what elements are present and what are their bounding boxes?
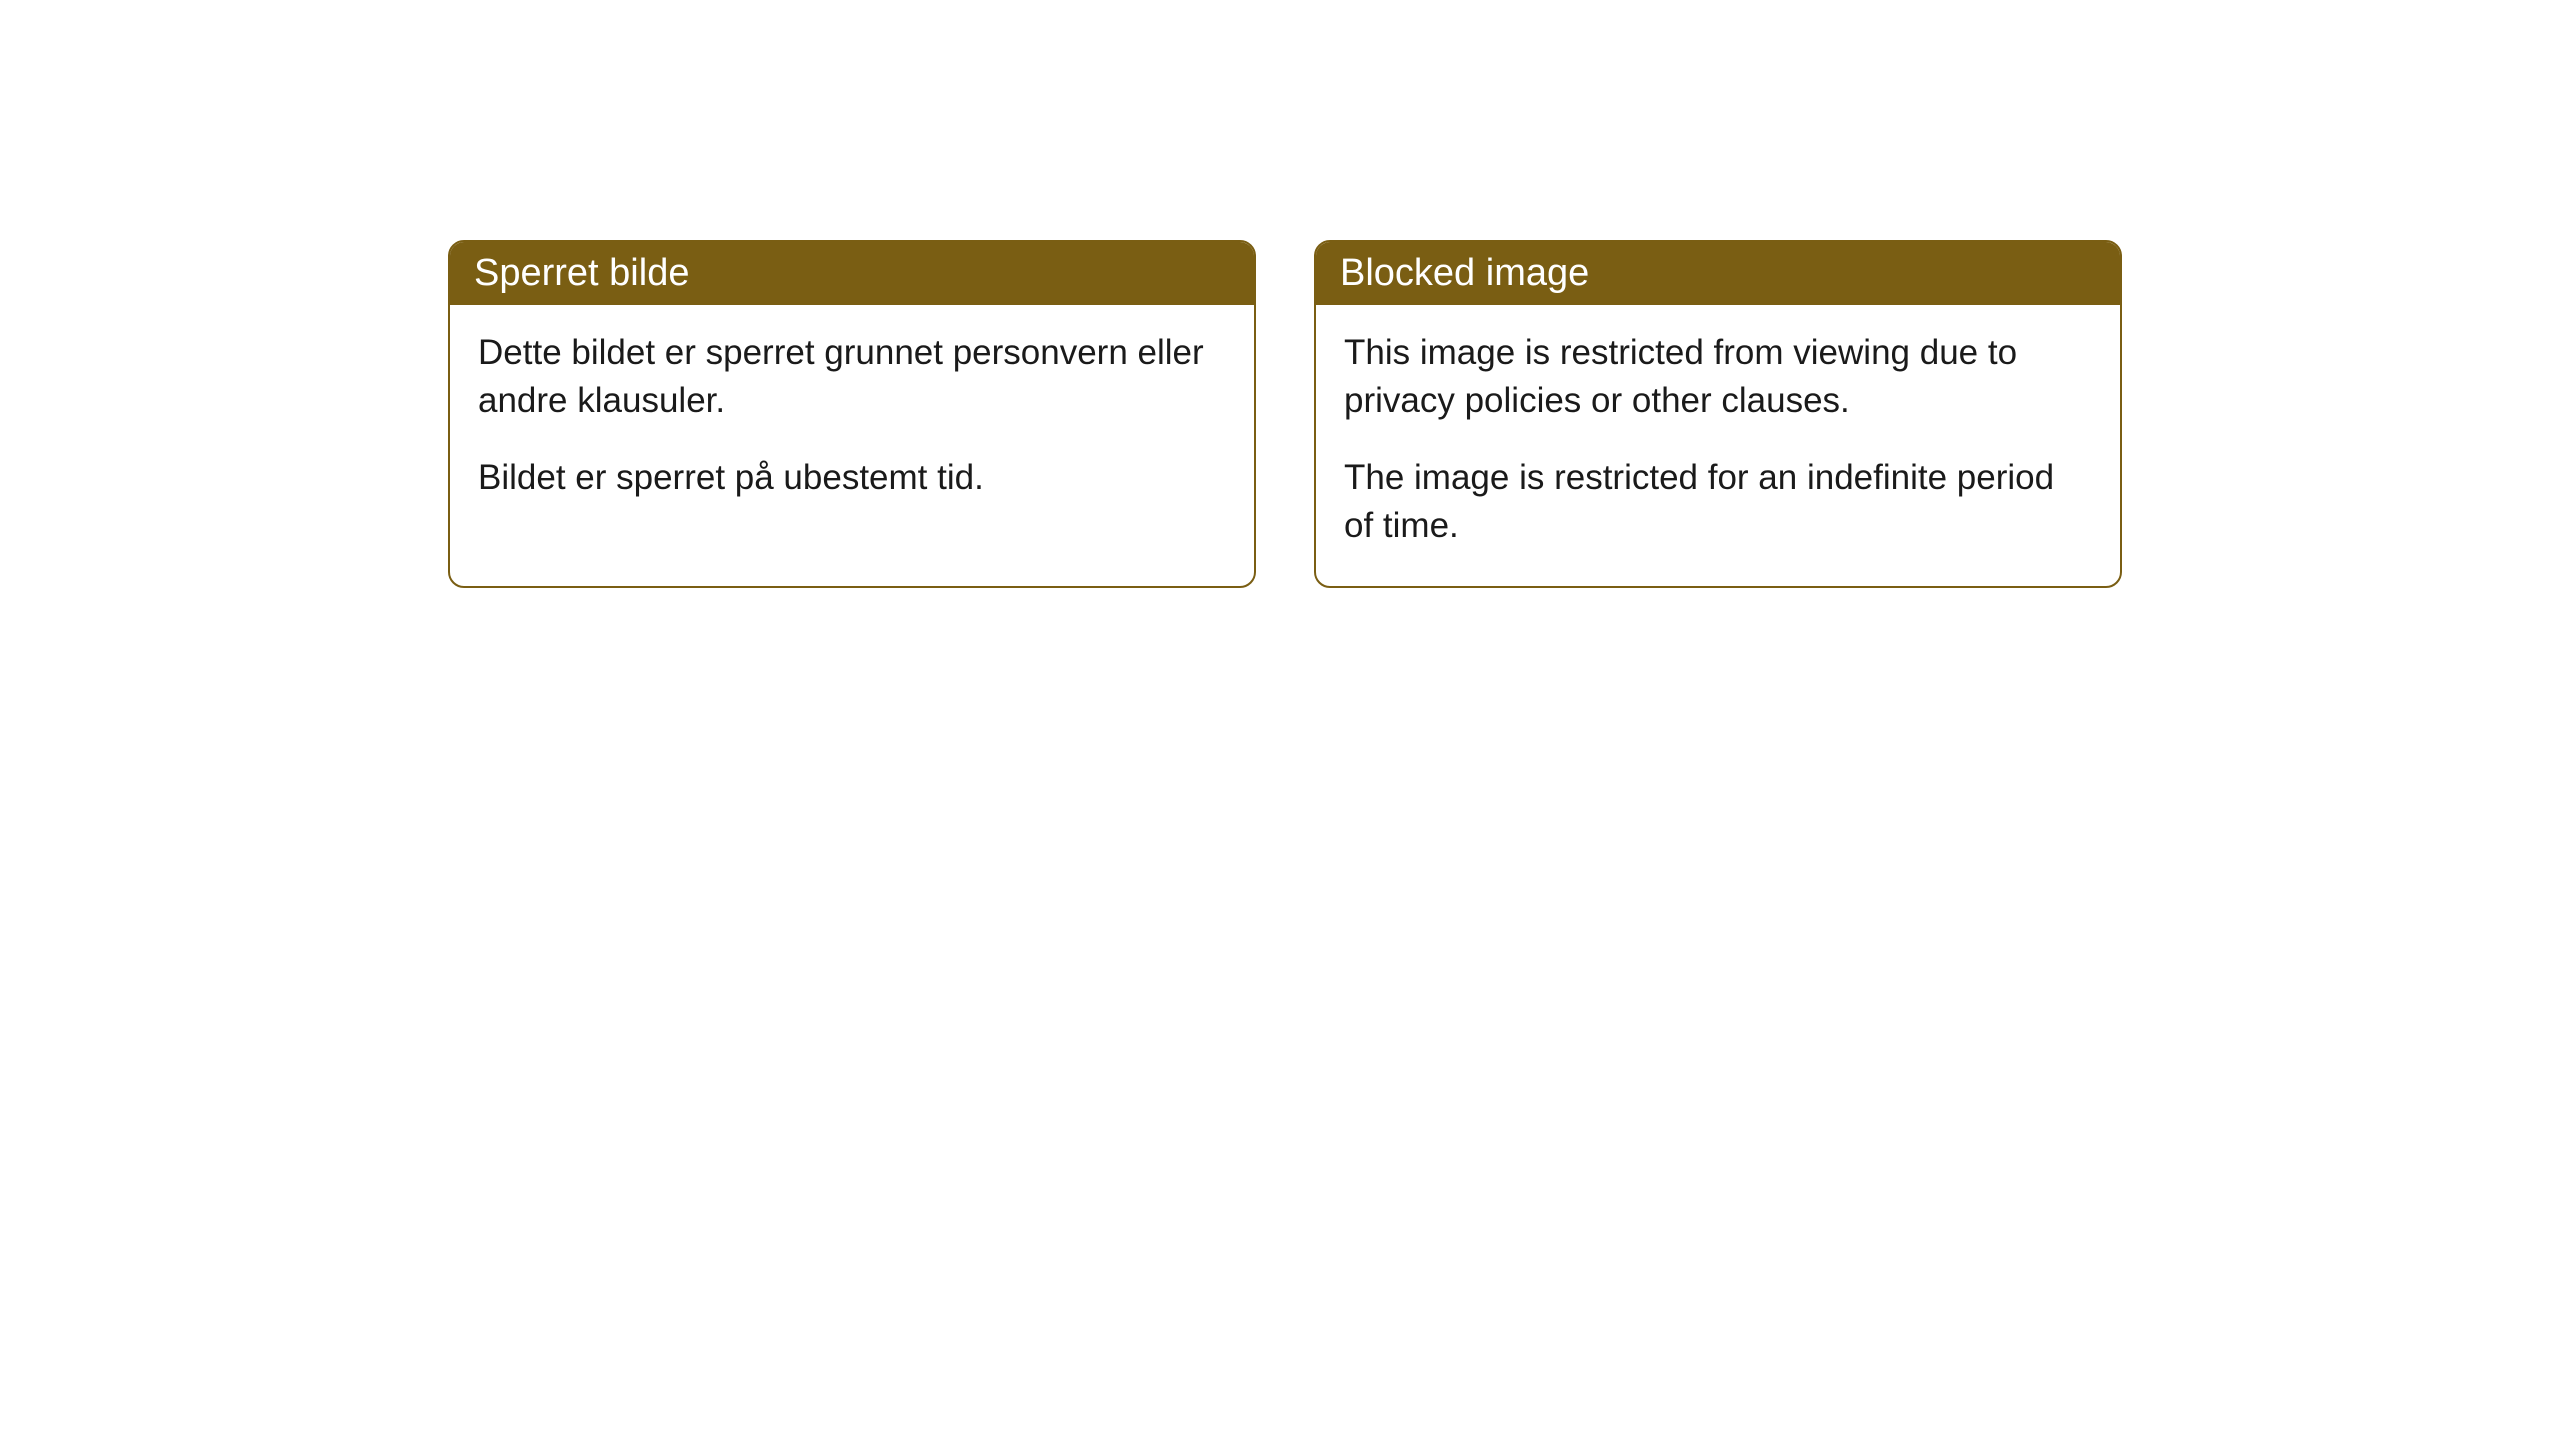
card-header: Sperret bilde (450, 242, 1254, 305)
notice-card-norwegian: Sperret bilde Dette bildet er sperret gr… (448, 240, 1256, 588)
card-body: Dette bildet er sperret grunnet personve… (450, 305, 1254, 538)
card-paragraph: Dette bildet er sperret grunnet personve… (478, 329, 1226, 426)
card-paragraph: The image is restricted for an indefinit… (1344, 454, 2092, 551)
notice-cards-container: Sperret bilde Dette bildet er sperret gr… (448, 240, 2122, 588)
notice-card-english: Blocked image This image is restricted f… (1314, 240, 2122, 588)
card-title: Blocked image (1340, 252, 1589, 294)
card-paragraph: This image is restricted from viewing du… (1344, 329, 2092, 426)
card-body: This image is restricted from viewing du… (1316, 305, 2120, 586)
card-header: Blocked image (1316, 242, 2120, 305)
card-paragraph: Bildet er sperret på ubestemt tid. (478, 454, 1226, 502)
card-title: Sperret bilde (474, 252, 689, 294)
